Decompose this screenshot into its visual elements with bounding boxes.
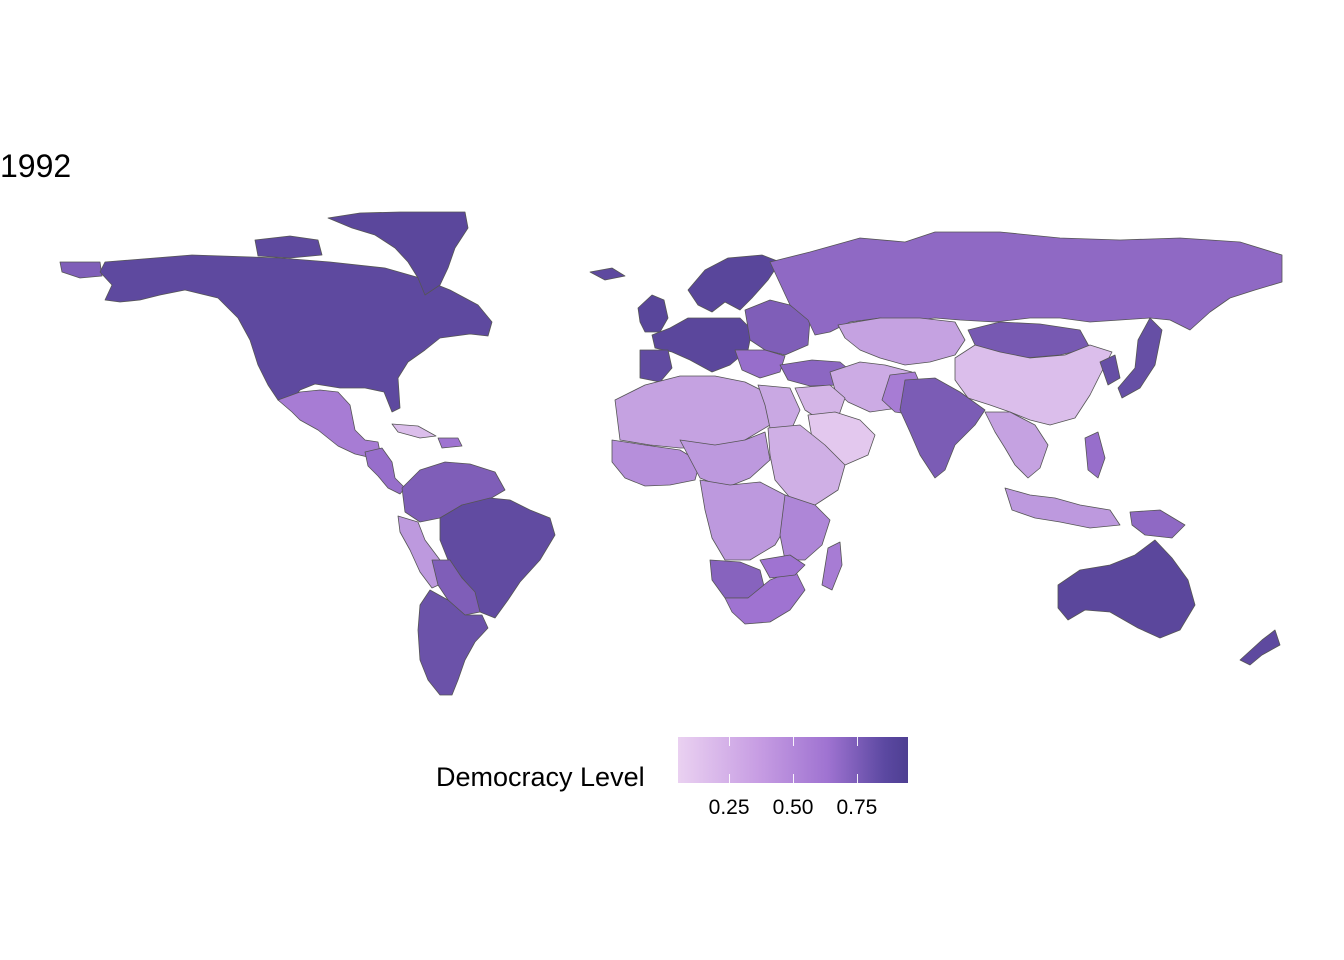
region-russia [769,231,1283,336]
region-philippines [1084,431,1106,479]
region-central-america [364,447,406,495]
region-venezuela-colombia [401,461,506,523]
region-north-africa [614,375,771,449]
region-east-africa [779,494,831,561]
region-new-zealand [1239,629,1281,666]
region-iceland [589,267,626,281]
region-australia [1057,539,1196,639]
region-madagascar [821,541,843,591]
region-mexico [277,389,381,459]
legend-tick-mark [793,774,794,783]
region-cuba [391,423,437,439]
region-north-america [254,235,323,259]
region-bolivia-paraguay [431,559,481,616]
region-west-africa [611,439,701,487]
legend-tick-mark [793,737,794,746]
region-sudan-ethiopia [767,424,846,506]
region-greenland [327,211,469,296]
legend-tick-label: 0.50 [772,796,814,819]
map-title: 1992 [0,148,72,184]
region-eastern-europe [744,299,811,356]
legend-title: Democracy Level [436,762,645,792]
legend-tick-label: 0.25 [708,796,750,819]
region-korea-japan [1099,354,1121,386]
region-alaska-west [59,261,103,279]
region-korea-japan [1117,317,1163,399]
region-china [954,344,1113,426]
legend-tick-mark [856,774,858,783]
region-india [899,377,986,479]
region-uk-ireland [637,294,669,333]
legend-tick-mark [856,737,858,746]
legend-tick-mark [729,774,731,783]
region-iberia [639,349,673,383]
region-scandinavia [687,254,781,313]
region-indonesia [1004,487,1121,529]
region-caribbean [437,437,463,449]
region-central-asia [837,317,966,366]
region-southern-africa [759,554,806,579]
region-argentina-chile [417,589,489,696]
region-southern-africa [724,569,806,625]
region-north-america [99,254,493,413]
region-png [1129,509,1186,539]
legend-tick-mark [729,737,731,746]
region-central-africa [699,479,791,561]
region-balkans [734,349,786,379]
region-southeast-asia [984,411,1049,479]
legend-tick-label: 0.75 [836,796,878,819]
